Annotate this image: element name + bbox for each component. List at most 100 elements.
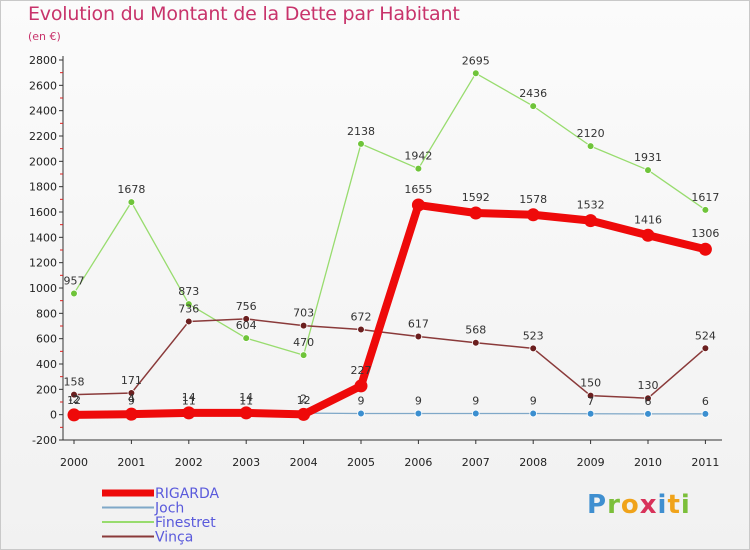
data-point-joch	[701, 410, 710, 418]
data-label-joch: 11	[182, 394, 196, 407]
data-label-joch: 6	[645, 395, 652, 408]
data-label-rigarda: 1416	[634, 213, 662, 226]
x-tick-label: 2002	[175, 456, 203, 469]
data-label-vinca: 568	[465, 324, 486, 337]
data-point-rigarda	[411, 198, 425, 212]
data-label-vinca: 617	[408, 318, 429, 331]
y-tick-label: 2400	[29, 105, 57, 118]
data-point-rigarda	[297, 407, 311, 421]
data-label-rigarda: 227	[351, 364, 372, 377]
data-label-joch: 9	[128, 395, 135, 408]
data-point-vinca	[70, 390, 78, 399]
data-label-joch: 7	[587, 395, 594, 408]
x-tick-label: 2008	[519, 456, 547, 469]
data-point-joch	[471, 409, 480, 418]
data-label-finestret: 1931	[634, 151, 662, 164]
legend-label-finestret: Finestret	[155, 515, 216, 531]
x-tick-label: 2001	[117, 456, 145, 469]
y-tick-label: 2800	[29, 54, 57, 67]
data-label-vinca: 150	[580, 377, 601, 390]
data-point-finestret	[242, 334, 251, 342]
data-label-finestret: 604	[236, 319, 257, 332]
chart-subtitle: (en €)	[28, 30, 61, 43]
data-label-joch: 9	[415, 395, 422, 408]
data-labels: 957 1678 873 604 470 2138 1942 2695 2436 2120 1931…	[64, 54, 720, 408]
data-point-rigarda	[584, 214, 598, 228]
series-line-vinca	[73, 318, 707, 399]
data-label-rigarda: 1578	[519, 193, 547, 206]
data-point-joch	[357, 409, 365, 418]
data-point-vinca	[357, 325, 365, 334]
data-label-rigarda: 14	[239, 391, 253, 404]
data-label-joch: 12	[297, 394, 311, 407]
y-tick-label: 1200	[29, 257, 57, 270]
data-label-rigarda: -2	[69, 393, 80, 406]
x-tick-label: 2005	[347, 456, 375, 469]
data-point-rigarda	[469, 206, 483, 220]
y-tick-label: 2200	[29, 130, 57, 143]
data-label-joch: 9	[472, 395, 479, 408]
y-tick-label: 1600	[29, 206, 57, 219]
data-label-rigarda: 2	[300, 392, 307, 405]
x-tick-label: 2006	[404, 456, 432, 469]
data-label-finestret: 2436	[519, 87, 547, 100]
data-point-vinca	[299, 321, 308, 330]
data-point-rigarda	[641, 228, 655, 242]
data-label-finestret: 1617	[691, 191, 719, 204]
data-label-finestret: 2138	[347, 125, 375, 138]
data-point-finestret	[414, 164, 423, 173]
data-point-joch	[586, 409, 595, 418]
data-label-finestret: 957	[64, 274, 85, 287]
data-point-vinca	[414, 332, 423, 341]
data-point-joch	[414, 409, 423, 418]
y-tick-label: -200	[32, 434, 57, 447]
data-point-finestret	[357, 140, 365, 148]
series-lines	[70, 72, 710, 419]
series-line-finestret	[73, 72, 707, 356]
y-tick-label: 1400	[29, 231, 57, 244]
x-tick-label: 2000	[60, 456, 88, 469]
x-tick-label: 2007	[462, 456, 490, 469]
axes: -200 0 200 400 600 800 1000 1200 1400 1600 1800 200…	[29, 54, 722, 469]
data-label-vinca: 736	[178, 302, 199, 315]
series-points	[67, 69, 712, 422]
data-point-vinca	[242, 315, 251, 323]
y-tick-label: 2000	[29, 155, 57, 168]
data-point-vinca	[471, 338, 480, 347]
x-tick-label: 2011	[691, 456, 719, 469]
data-label-rigarda: 4	[128, 392, 135, 405]
data-point-rigarda	[239, 406, 253, 420]
data-label-finestret: 1678	[117, 183, 145, 196]
data-label-joch: 6	[702, 395, 709, 408]
data-point-finestret	[529, 102, 537, 110]
data-point-vinca	[185, 317, 193, 326]
data-label-vinca: 756	[236, 300, 257, 313]
data-point-rigarda	[124, 407, 138, 421]
data-point-rigarda	[526, 208, 540, 222]
data-point-joch	[529, 409, 537, 418]
y-tick-label: 0	[50, 409, 57, 422]
data-label-rigarda: 1532	[577, 199, 605, 212]
data-label-finestret: 2695	[462, 54, 490, 67]
proxiti-logo: Proxiti	[587, 490, 691, 520]
data-label-rigarda: 14	[182, 391, 196, 404]
chart-title: Evolution du Montant de la Dette par Hab…	[28, 3, 460, 25]
data-label-vinca: 523	[523, 329, 544, 342]
data-point-vinca	[127, 389, 136, 397]
x-tick-label: 2009	[577, 456, 605, 469]
y-tick-label: 200	[36, 383, 57, 396]
data-point-joch	[644, 410, 652, 418]
x-tick-label: 2010	[634, 456, 662, 469]
data-point-vinca	[586, 391, 595, 400]
y-tick-label: 2600	[29, 79, 57, 92]
data-label-vinca: 171	[121, 374, 142, 387]
data-label-vinca: 672	[351, 311, 372, 324]
data-point-vinca	[529, 344, 537, 353]
data-label-finestret: 470	[293, 336, 314, 349]
data-point-finestret	[586, 142, 595, 150]
data-label-finestret: 2120	[577, 127, 605, 140]
legend-label-joch: Joch	[154, 501, 184, 517]
data-label-joch: 9	[358, 395, 365, 408]
